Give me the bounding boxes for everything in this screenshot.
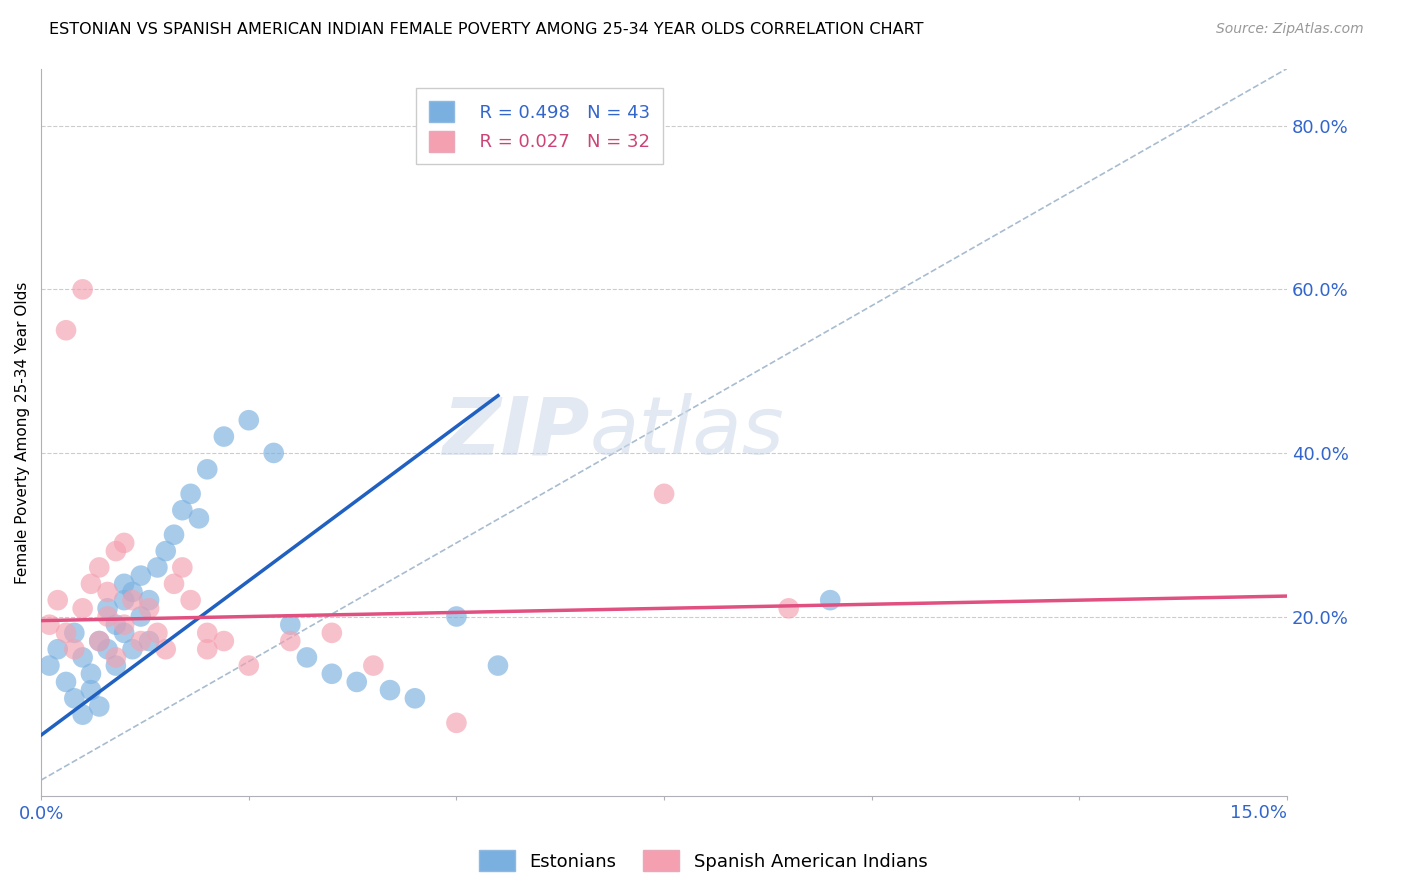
Point [818, 593, 841, 607]
Text: atlas: atlas [589, 393, 785, 472]
Point [278, 617, 301, 632]
Point [104, 658, 127, 673]
Point [172, 560, 194, 574]
Point [321, 666, 343, 681]
Point [38, 658, 60, 673]
Point [129, 634, 152, 648]
Point [63, 625, 86, 640]
Point [104, 650, 127, 665]
Point [778, 601, 800, 615]
Point [112, 536, 135, 550]
Point [378, 683, 401, 698]
Point [146, 625, 169, 640]
Point [121, 593, 143, 607]
Point [129, 568, 152, 582]
Point [112, 617, 135, 632]
Point [38, 617, 60, 632]
Point [238, 658, 260, 673]
Point [112, 576, 135, 591]
Point [121, 642, 143, 657]
Point [63, 691, 86, 706]
Point [172, 503, 194, 517]
Point [55, 323, 77, 337]
Point [72, 282, 94, 296]
Point [97, 601, 120, 615]
Point [80, 576, 103, 591]
Point [446, 715, 468, 730]
Point [195, 462, 218, 476]
Point [446, 609, 468, 624]
Point [187, 511, 209, 525]
Point [163, 576, 186, 591]
Point [112, 593, 135, 607]
Point [146, 560, 169, 574]
Point [138, 601, 160, 615]
Point [180, 593, 202, 607]
Point [72, 601, 94, 615]
Point [72, 650, 94, 665]
Point [97, 585, 120, 599]
Point [295, 650, 318, 665]
Point [263, 446, 285, 460]
Text: ZIP: ZIP [441, 393, 589, 472]
Point [278, 634, 301, 648]
Point [46, 593, 69, 607]
Point [80, 666, 103, 681]
Point [63, 642, 86, 657]
Point [180, 487, 202, 501]
Point [321, 625, 343, 640]
Point [155, 544, 177, 558]
Legend:   R = 0.498   N = 43,   R = 0.027   N = 32: R = 0.498 N = 43, R = 0.027 N = 32 [416, 88, 664, 164]
Legend: Estonians, Spanish American Indians: Estonians, Spanish American Indians [471, 843, 935, 879]
Point [55, 625, 77, 640]
Point [163, 527, 186, 541]
Point [89, 634, 111, 648]
Point [404, 691, 426, 706]
Point [104, 617, 127, 632]
Point [72, 707, 94, 722]
Y-axis label: Female Poverty Among 25-34 Year Olds: Female Poverty Among 25-34 Year Olds [15, 281, 30, 583]
Point [89, 634, 111, 648]
Point [212, 429, 235, 443]
Point [89, 699, 111, 714]
Point [104, 544, 127, 558]
Point [486, 658, 509, 673]
Point [97, 609, 120, 624]
Point [121, 585, 143, 599]
Point [652, 487, 675, 501]
Point [138, 593, 160, 607]
Text: ESTONIAN VS SPANISH AMERICAN INDIAN FEMALE POVERTY AMONG 25-34 YEAR OLDS CORRELA: ESTONIAN VS SPANISH AMERICAN INDIAN FEMA… [49, 22, 924, 37]
Point [55, 675, 77, 690]
Point [238, 413, 260, 427]
Point [97, 642, 120, 657]
Text: 15.0%: 15.0% [1230, 804, 1286, 822]
Point [129, 609, 152, 624]
Point [346, 675, 368, 690]
Point [80, 683, 103, 698]
Point [195, 625, 218, 640]
Point [46, 642, 69, 657]
Point [155, 642, 177, 657]
Point [195, 642, 218, 657]
Point [212, 634, 235, 648]
Point [89, 560, 111, 574]
Text: Source: ZipAtlas.com: Source: ZipAtlas.com [1216, 22, 1364, 37]
Point [112, 625, 135, 640]
Point [138, 634, 160, 648]
Point [363, 658, 385, 673]
